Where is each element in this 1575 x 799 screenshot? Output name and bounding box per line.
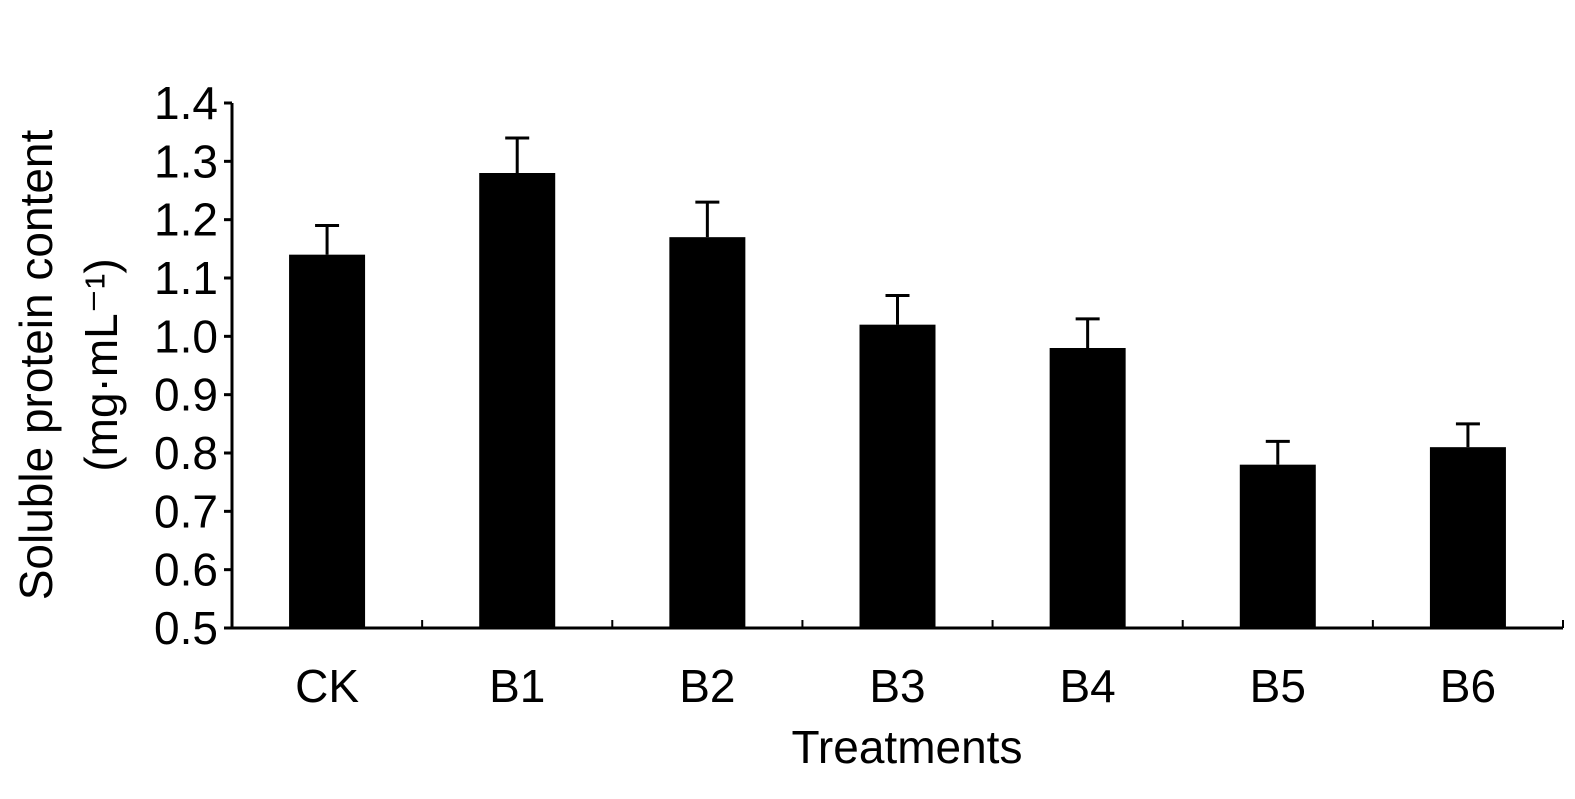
y-ticks-group: 0.5 0.6 0.7 0.8 0.9 1.0 1.1 1.2 1.3 1.4 bbox=[154, 77, 232, 654]
bar-b3 bbox=[859, 324, 936, 628]
bar-b5 bbox=[1239, 464, 1316, 628]
bar-b4 bbox=[1049, 348, 1126, 628]
x-tick-label-b3: B3 bbox=[869, 660, 925, 712]
y-tick-label: 1.3 bbox=[154, 135, 218, 187]
x-tick-label-b1: B1 bbox=[489, 660, 545, 712]
y-axis-unit: (mg·mL⁻¹) bbox=[75, 258, 127, 471]
y-tick-label: 1.2 bbox=[154, 194, 218, 246]
bar-b2 bbox=[669, 237, 746, 628]
x-tick-label-b4: B4 bbox=[1060, 660, 1116, 712]
error-bars-group bbox=[315, 136, 1480, 465]
bar-ck bbox=[289, 254, 366, 628]
y-tick-label: 0.9 bbox=[154, 369, 218, 421]
y-axis-title: Soluble protein content bbox=[10, 130, 62, 601]
x-ticks-group: CK B1 B2 B3 B4 B5 B6 bbox=[295, 620, 1564, 712]
x-axis-title: Treatments bbox=[792, 721, 1023, 773]
bar-b1 bbox=[479, 173, 556, 628]
x-tick-label-b5: B5 bbox=[1250, 660, 1306, 712]
y-tick-label: 0.7 bbox=[154, 485, 218, 537]
y-tick-label: 0.6 bbox=[154, 544, 218, 596]
bar-b6 bbox=[1429, 447, 1506, 628]
y-tick-label: 1.4 bbox=[154, 77, 218, 129]
y-tick-label: 0.5 bbox=[154, 602, 218, 654]
y-tick-label: 1.1 bbox=[154, 252, 218, 304]
y-tick-label: 1.0 bbox=[154, 310, 218, 362]
x-tick-label-b2: B2 bbox=[679, 660, 735, 712]
axes-group bbox=[230, 103, 1563, 630]
x-tick-label-b6: B6 bbox=[1440, 660, 1496, 712]
bars-group bbox=[289, 173, 1506, 628]
x-tick-label-ck: CK bbox=[295, 660, 359, 712]
y-tick-label: 0.8 bbox=[154, 427, 218, 479]
